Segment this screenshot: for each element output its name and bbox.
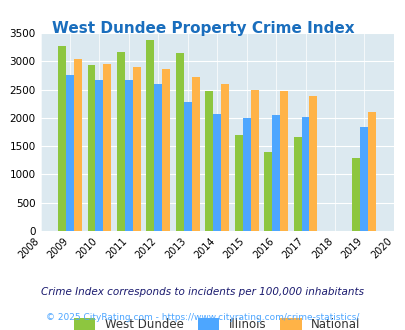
Bar [234, 135, 242, 231]
Bar [213, 115, 221, 231]
Bar [360, 127, 367, 231]
Bar [103, 64, 111, 231]
Text: Crime Index corresponds to incidents per 100,000 inhabitants: Crime Index corresponds to incidents per… [41, 287, 364, 297]
Bar [117, 52, 125, 231]
Bar [183, 102, 191, 231]
Bar [66, 76, 74, 231]
Bar [250, 89, 258, 231]
Bar [162, 69, 170, 231]
Bar [221, 84, 228, 231]
Bar [87, 65, 95, 231]
Bar [279, 91, 287, 231]
Bar [242, 118, 250, 231]
Text: © 2025 CityRating.com - https://www.cityrating.com/crime-statistics/: © 2025 CityRating.com - https://www.city… [46, 313, 359, 322]
Bar [205, 91, 213, 231]
Bar [132, 67, 141, 231]
Bar [125, 80, 132, 231]
Bar [154, 84, 162, 231]
Bar [301, 117, 309, 231]
Bar [367, 112, 375, 231]
Bar [309, 96, 317, 231]
Legend: West Dundee, Illinois, National: West Dundee, Illinois, National [69, 314, 364, 330]
Text: West Dundee Property Crime Index: West Dundee Property Crime Index [51, 21, 354, 36]
Bar [175, 53, 183, 231]
Bar [191, 77, 199, 231]
Bar [95, 80, 103, 231]
Bar [352, 158, 360, 231]
Bar [264, 152, 271, 231]
Bar [146, 40, 154, 231]
Bar [271, 115, 279, 231]
Bar [293, 137, 301, 231]
Bar [74, 59, 82, 231]
Bar [58, 46, 66, 231]
